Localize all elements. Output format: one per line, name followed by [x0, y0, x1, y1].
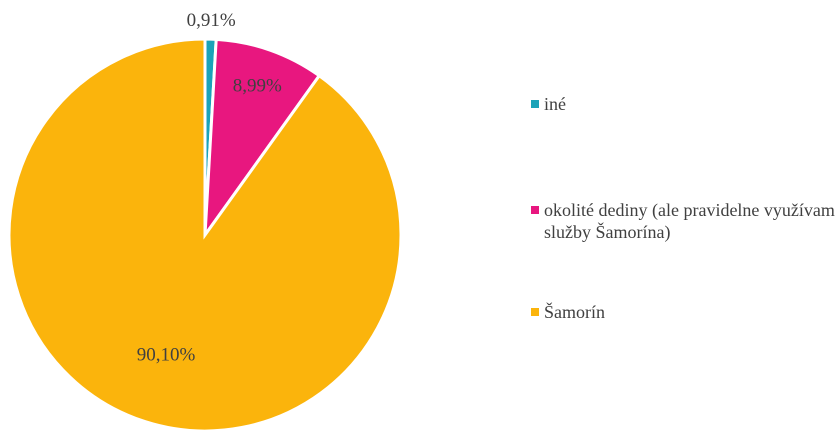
legend-entry: okolité dediny (ale pravidelne využívam …: [528, 199, 838, 243]
pie-slice: [203, 37, 322, 241]
legend-swatch: [531, 206, 539, 214]
legend-entry: iné: [528, 93, 838, 115]
legend-label: iné: [544, 94, 566, 114]
data-label: 8,99%: [233, 76, 282, 97]
data-label: 0,91%: [187, 10, 236, 31]
legend-swatch: [531, 100, 539, 108]
legend-label: Šamorín: [544, 302, 605, 322]
data-label: 90,10%: [137, 345, 196, 366]
chart: 0,91% 8,99% 90,10%: [7, 10, 403, 431]
legend-swatch: [531, 308, 539, 316]
legend-entry: Šamorín: [528, 301, 838, 323]
pie-slice: [7, 37, 403, 431]
legend-label: okolité dediny (ale pravidelne využívam …: [544, 200, 835, 242]
